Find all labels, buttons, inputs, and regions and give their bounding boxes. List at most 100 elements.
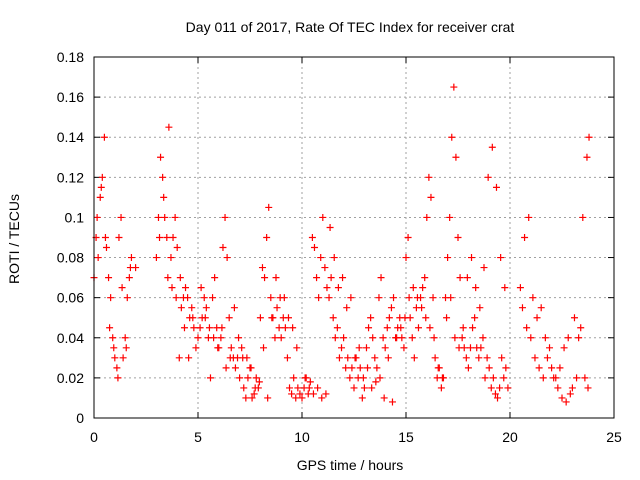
data-point <box>385 314 393 322</box>
data-point <box>113 364 121 372</box>
y-tick-label: 0.04 <box>57 330 84 346</box>
grid <box>94 57 614 418</box>
data-point <box>488 143 496 151</box>
data-point <box>501 284 509 292</box>
data-point <box>305 384 313 392</box>
data-point <box>472 284 480 292</box>
data-point <box>286 384 294 392</box>
data-point <box>298 394 306 402</box>
x-tick-label: 15 <box>398 429 414 445</box>
data-point <box>258 264 266 272</box>
data-point <box>110 344 118 352</box>
data-point <box>454 234 462 241</box>
data-point <box>581 374 589 382</box>
data-point <box>481 374 489 382</box>
data-point <box>469 324 477 332</box>
data-point <box>464 364 472 372</box>
data-point <box>518 304 526 312</box>
data-point <box>231 364 239 372</box>
data-point <box>452 153 460 161</box>
y-tick-label: 0.14 <box>57 129 84 145</box>
data-point <box>242 394 250 402</box>
data-point <box>494 394 502 402</box>
data-point <box>523 324 531 332</box>
data-point <box>169 234 177 241</box>
y-tick-label: 0 <box>76 410 84 426</box>
data-point <box>206 374 214 382</box>
data-point <box>176 274 184 282</box>
data-point <box>101 234 109 241</box>
x-tick-label: 5 <box>194 429 202 445</box>
data-point <box>334 284 342 292</box>
data-point <box>210 334 218 342</box>
data-point <box>401 314 409 322</box>
data-point <box>541 334 549 342</box>
data-point <box>127 254 135 262</box>
data-point <box>205 324 213 332</box>
data-point <box>182 284 190 292</box>
data-point <box>346 374 354 382</box>
data-point <box>267 294 275 302</box>
data-point <box>211 274 219 282</box>
data-point <box>380 394 388 402</box>
data-point <box>384 354 392 362</box>
data-point <box>573 374 581 382</box>
data-point <box>100 133 108 141</box>
data-point <box>492 183 500 191</box>
data-point <box>564 334 572 342</box>
data-point <box>431 354 439 362</box>
data-point <box>497 254 505 262</box>
data-point <box>471 314 479 322</box>
data-point <box>109 334 117 342</box>
data-point <box>261 274 269 282</box>
data-point <box>180 324 188 332</box>
data-point <box>496 384 504 392</box>
data-point <box>168 284 176 292</box>
data-point <box>308 234 316 241</box>
data-point <box>323 284 331 292</box>
data-point <box>356 364 364 372</box>
data-point <box>360 384 368 392</box>
data-point <box>446 213 454 221</box>
data-point <box>196 324 204 332</box>
data-point <box>529 294 537 302</box>
data-point <box>171 213 179 221</box>
data-point <box>238 344 246 352</box>
data-point <box>477 344 485 352</box>
data-point <box>475 354 483 362</box>
data-point <box>281 324 289 332</box>
data-point <box>284 314 292 322</box>
data-point <box>250 390 258 398</box>
data-point <box>369 334 377 342</box>
data-point <box>548 364 556 372</box>
data-point <box>339 274 347 282</box>
data-point <box>160 193 168 201</box>
data-point <box>516 284 524 292</box>
y-tick-label: 0.06 <box>57 290 84 306</box>
data-point <box>263 234 271 241</box>
data-point <box>402 254 410 262</box>
data-point <box>342 364 350 372</box>
plot-frame <box>93 56 615 419</box>
data-point <box>255 378 263 386</box>
data-point <box>117 213 125 221</box>
data-point <box>200 294 208 302</box>
data-point <box>184 294 192 302</box>
data-point <box>292 394 300 402</box>
data-point <box>225 314 233 322</box>
data-point <box>425 173 433 181</box>
data-point <box>450 83 458 91</box>
data-point <box>319 213 327 221</box>
data-point <box>458 334 466 342</box>
data-point <box>115 234 123 241</box>
data-point <box>165 123 173 131</box>
data-point <box>106 324 114 332</box>
data-point <box>333 324 341 332</box>
x-tick-label: 25 <box>606 429 622 445</box>
data-point <box>209 294 217 302</box>
data-point <box>388 398 396 406</box>
data-point <box>317 254 325 262</box>
data-point <box>583 153 591 161</box>
data-point <box>190 324 198 332</box>
